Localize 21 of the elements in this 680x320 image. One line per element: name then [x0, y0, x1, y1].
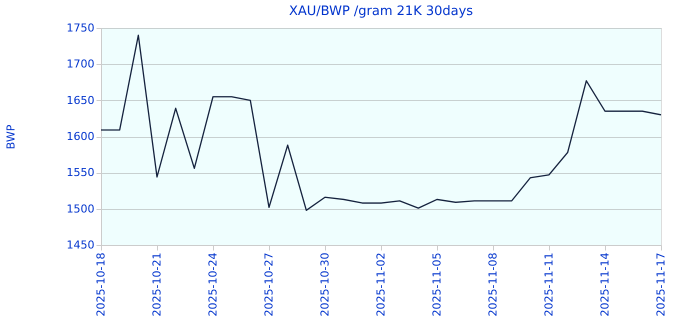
chart-title: XAU/BWP /gram 21K 30days [288, 4, 474, 19]
x-tick-label: 2025-10-24 [206, 252, 220, 316]
x-tick-label: 2025-11-08 [486, 252, 500, 316]
y-axis-title: BWP [4, 124, 18, 150]
x-tick-label: 2025-11-14 [598, 252, 612, 316]
y-tick-label: 1450 [66, 238, 94, 252]
x-tick-label: 2025-10-27 [262, 252, 276, 316]
x-tick-label: 2025-11-05 [430, 252, 444, 316]
y-tick-label: 1700 [66, 58, 94, 71]
x-tick-label: 2025-11-11 [542, 252, 556, 316]
line-series [100, 34, 662, 211]
y-tick-label: 1600 [66, 130, 94, 143]
x-tick-label: 2025-10-30 [318, 252, 332, 316]
y-tick-label: 1500 [66, 202, 94, 216]
x-tick-label: 2025-11-17 [654, 252, 668, 316]
y-tick-label: 1750 [66, 22, 94, 34]
y-tick-label: 1550 [66, 166, 94, 180]
x-tick-label: 2025-11-02 [374, 252, 388, 316]
y-tick-label: 1650 [66, 94, 94, 107]
x-tick-label: 2025-10-21 [150, 252, 164, 316]
x-tick-label: 2025-10-18 [94, 252, 108, 316]
